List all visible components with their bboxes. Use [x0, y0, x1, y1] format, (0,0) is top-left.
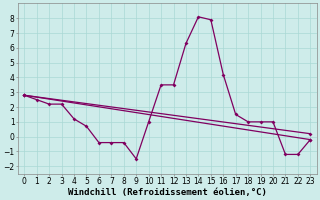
X-axis label: Windchill (Refroidissement éolien,°C): Windchill (Refroidissement éolien,°C): [68, 188, 267, 197]
